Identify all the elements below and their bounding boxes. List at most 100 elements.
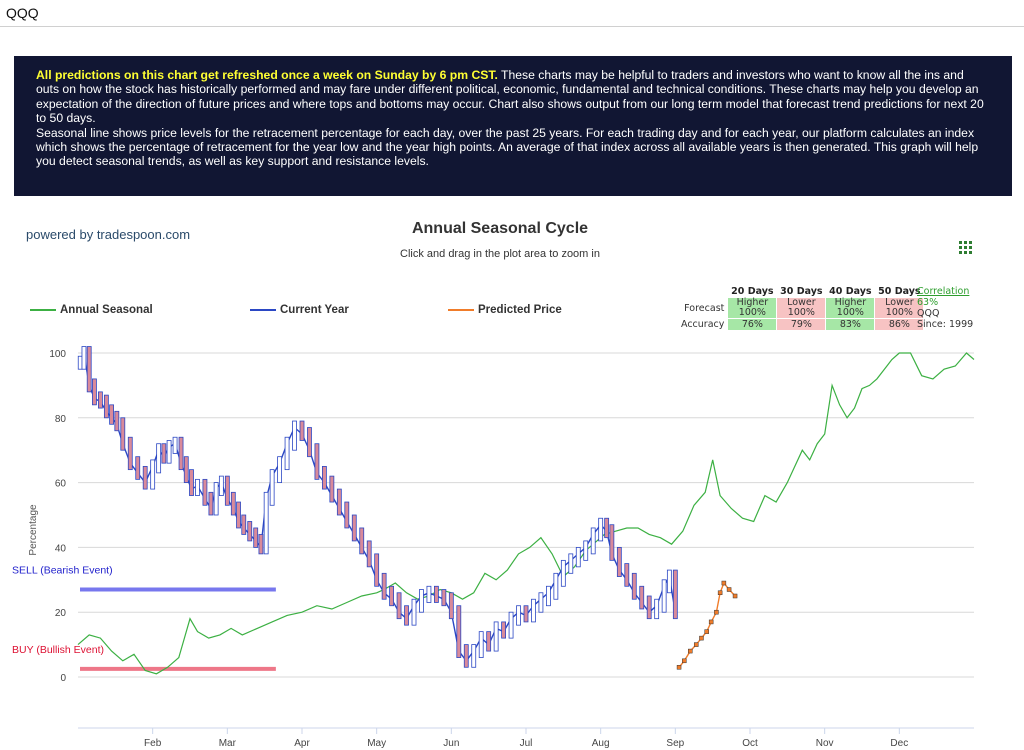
candle-mark [433,585,439,603]
ticker-value: QQQ [6,5,39,21]
accuracy-cell: 83% [826,319,875,330]
x-tick-label: Jun [443,738,459,749]
x-tick-label: Oct [742,738,758,749]
candle-mark [81,346,87,370]
candle-mark [213,482,219,516]
candle-mark [568,553,574,574]
predicted-point [717,590,723,596]
forecast-header: 30 Days [780,286,823,297]
forecast-cell: Lower 100% [777,298,826,318]
candle-mark [241,514,247,535]
candle-mark [478,631,484,658]
predicted-point [714,609,719,615]
forecast-header: 50 Days [878,286,921,297]
candle-mark [321,465,327,490]
correlation-box: Correlation 63% QQQ Since: 1999 [917,286,973,330]
candle-mark [523,605,529,623]
ticker-input[interactable]: QQQ [0,0,1024,27]
candle-mark [389,585,395,607]
candle-mark [150,459,156,490]
forecast-cell: Higher 100% [826,298,875,318]
candle-mark [366,540,372,568]
chart-plot-area[interactable]: 0 20 40 60 80 100 Feb Mar Apr May Jun Jul Aug Sep Oct N… [0,330,1024,750]
predicted-point [721,580,727,586]
y-tick-label: 40 [55,543,67,554]
y-tick-label: 80 [55,414,67,425]
candle-mark [230,491,236,516]
candle-mark [516,605,521,626]
event-band-label: SELL (Bearish Event) [12,565,113,577]
correlation-link[interactable]: Correlation [917,286,970,297]
legend-label: Annual Seasonal [60,304,153,316]
candle-mark [142,465,148,490]
y-axis-title: Percentage [28,504,39,556]
candle-mark [258,534,264,555]
candle-mark [299,420,305,441]
x-tick-label: Jul [520,738,533,749]
y-tick-label: 20 [55,608,67,619]
candle-mark [553,572,559,600]
candle-mark [486,631,492,652]
legend-item-predicted-price[interactable]: Predicted Price [448,304,562,316]
candle-mark [639,585,645,610]
predicted-point [693,642,699,647]
candle-mark [646,595,652,620]
candle-mark [114,410,120,432]
legend-label: Predicted Price [478,304,562,316]
candle-mark [263,491,269,555]
predicted-point [704,629,709,634]
candle-mark [135,456,141,480]
x-tick-label: Dec [890,738,908,749]
candle-mark [590,527,596,555]
accuracy-cell: 86% [875,319,924,330]
candle-mark [218,475,224,496]
candle-mark [411,598,417,626]
candle-mark [666,569,672,594]
candle-mark [463,644,469,668]
candle-mark [236,501,241,529]
x-tick-label: Feb [144,738,162,749]
predicted-point [708,619,714,625]
y-tick-label: 60 [55,479,67,490]
x-tick-label: Nov [816,738,834,749]
candle-mark [178,436,184,471]
x-tick-label: May [367,738,386,749]
candle-mark [374,553,380,587]
candle-mark [224,475,230,506]
candle-mark [166,440,172,464]
candle-mark [183,456,189,484]
forecast-cell: Lower 100% [875,298,924,318]
predicted-point [688,648,693,654]
candle-mark [161,443,167,464]
candle-mark [531,598,536,623]
forecast-header: 20 Days [731,286,774,297]
candle-mark [172,436,178,454]
legend-item-annual-seasonal[interactable]: Annual Seasonal [30,304,153,316]
accuracy-row-label: Accuracy [681,319,725,330]
correlation-value: 63% [917,297,939,308]
legend-label: Current Year [280,304,349,316]
candle-mark [98,391,103,409]
banner-highlight: All predictions on this chart get refres… [36,68,498,82]
candle-mark [583,540,589,561]
predicted-point [726,587,732,592]
legend-swatch [250,308,276,311]
legend-swatch [448,308,474,311]
candle-mark [292,420,297,451]
candle-mark [120,417,126,451]
candle-mark [92,378,97,406]
candle-mark [381,572,387,600]
candle-mark [307,427,312,458]
predicted-point [699,635,704,641]
legend-item-current-year[interactable]: Current Year [250,304,349,316]
powered-by-link[interactable]: powered by tradespoon.com [26,227,191,242]
chart-menu-icon[interactable] [959,241,975,255]
x-tick-label: Sep [666,738,684,749]
forecast-header: 40 Days [829,286,872,297]
candle-mark [253,527,259,548]
candle-mark [471,644,477,668]
candle-mark [202,478,208,506]
candle-mark [103,394,109,419]
candle-mark [604,517,610,539]
candle-mark [284,436,290,471]
